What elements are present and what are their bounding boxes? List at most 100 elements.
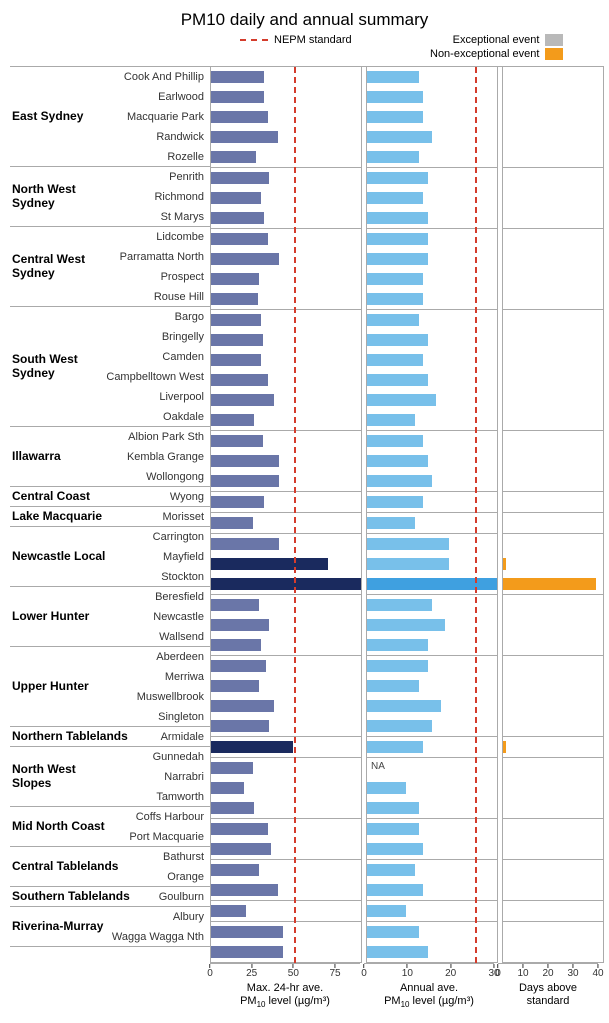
bar-annual	[367, 782, 406, 794]
bar-row	[367, 860, 497, 880]
bar-row	[367, 249, 497, 269]
bar-max	[211, 151, 256, 163]
bar-row	[367, 87, 497, 107]
bar-annual	[367, 680, 419, 692]
bar-row	[367, 595, 497, 615]
axis-tick: 0	[207, 964, 213, 979]
axis-tick: 20	[542, 964, 553, 979]
bar-row	[211, 778, 361, 798]
bar-row	[367, 880, 497, 901]
group-label: Southern Tablelands	[12, 890, 130, 904]
bar-annual	[367, 599, 432, 611]
bar-days-nonexceptional	[503, 578, 596, 590]
plot-area: Cook And PhillipEarlwoodMacquarie ParkRa…	[10, 66, 599, 963]
bar-row	[367, 737, 497, 758]
nepm-line	[294, 67, 296, 963]
bar-annual	[367, 151, 419, 163]
bar-annual	[367, 91, 423, 103]
station-label: Albion Park Sth	[10, 427, 210, 447]
axis-tick: 0	[495, 964, 501, 979]
bar-max	[211, 517, 253, 529]
bar-annual	[367, 741, 423, 753]
bar-row	[503, 880, 603, 901]
axis-panel-max: 0255075Max. 24-hr ave.PM10 level (µg/m³)	[210, 963, 360, 1013]
bar-annual	[367, 293, 423, 305]
bar-row	[211, 67, 361, 87]
bar-row	[211, 758, 361, 778]
group-label: Central West Sydney	[12, 253, 85, 281]
bar-row	[367, 492, 497, 513]
bar-row	[503, 574, 603, 595]
bar-annual	[367, 475, 432, 487]
bar-row	[367, 107, 497, 127]
group-label: Riverina-Murray	[12, 920, 103, 934]
bar-row	[211, 390, 361, 410]
bar-annual	[367, 374, 428, 386]
legend-nepm: NEPM standard	[240, 34, 430, 46]
bar-row	[367, 310, 497, 330]
bar-row	[367, 656, 497, 676]
bar-row	[503, 492, 603, 513]
bar-annual	[367, 700, 441, 712]
bar-row	[503, 737, 603, 758]
bar-row	[367, 370, 497, 390]
bar-row	[367, 554, 497, 574]
bar-row	[211, 676, 361, 696]
bar-annual	[367, 253, 428, 265]
bar-annual	[367, 192, 423, 204]
bar-row	[503, 310, 603, 330]
axis-tick: 50	[288, 964, 299, 979]
bar-row	[211, 798, 361, 819]
bar-annual	[367, 538, 449, 550]
bar-annual	[367, 314, 419, 326]
bar-row	[211, 716, 361, 737]
bar-row	[503, 696, 603, 716]
bar-row	[367, 127, 497, 147]
bar-row	[211, 431, 361, 451]
bar-annual	[367, 720, 432, 732]
panels: NA	[210, 66, 604, 963]
bar-row	[211, 370, 361, 390]
bar-max	[211, 91, 264, 103]
bar-row	[211, 107, 361, 127]
bar-row	[503, 635, 603, 656]
bar-row	[367, 67, 497, 87]
axis-tick: 40	[592, 964, 603, 979]
bar-annual	[367, 517, 415, 529]
bar-row	[211, 208, 361, 229]
axis-label: Max. 24-hr ave.PM10 level (µg/m³)	[210, 982, 360, 1010]
station-label: Rozelle	[10, 147, 210, 167]
bar-row	[367, 839, 497, 860]
group-label: North West Slopes	[12, 763, 76, 791]
bar-row	[367, 922, 497, 942]
swatch-exceptional-icon	[545, 34, 563, 46]
bar-max	[211, 192, 261, 204]
bar-annual	[367, 884, 423, 896]
bar-annual	[367, 111, 423, 123]
bar-max	[211, 394, 274, 406]
bar-row	[503, 615, 603, 635]
bar-max	[211, 538, 279, 550]
bar-row	[503, 431, 603, 451]
station-label: Wollongong	[10, 467, 210, 487]
group-label: Lake Macquarie	[12, 510, 102, 524]
bar-annual	[367, 578, 497, 590]
bar-max	[211, 314, 261, 326]
bar-row	[503, 901, 603, 922]
axis-label: Annual ave.PM10 level (µg/m³)	[364, 982, 494, 1010]
bar-row	[211, 310, 361, 330]
panel-annual: NA	[366, 67, 498, 963]
bar-annual	[367, 394, 436, 406]
bar-row	[503, 390, 603, 410]
bar-max	[211, 212, 264, 224]
bar-row	[211, 127, 361, 147]
bar-annual	[367, 334, 428, 346]
bar-max	[211, 496, 264, 508]
station-label: Bringelly	[10, 327, 210, 347]
bar-max	[211, 720, 269, 732]
bar-max	[211, 111, 268, 123]
bar-row	[211, 188, 361, 208]
bar-max	[211, 823, 268, 835]
bar-annual	[367, 435, 423, 447]
bar-max	[211, 172, 269, 184]
